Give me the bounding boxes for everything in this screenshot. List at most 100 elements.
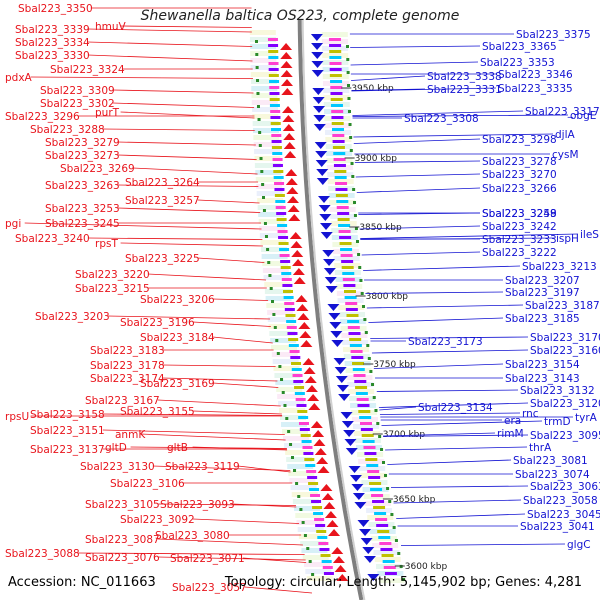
gc-marker bbox=[272, 313, 276, 316]
reverse-gene-arrow bbox=[316, 178, 329, 185]
label-connector bbox=[354, 160, 481, 163]
reverse-gene-category bbox=[373, 506, 386, 509]
gene-label-right: Sbal223_3132 bbox=[520, 385, 595, 397]
label-connector bbox=[132, 167, 258, 175]
reverse-gene-category bbox=[334, 170, 347, 173]
label-connector bbox=[383, 434, 529, 437]
label-connector bbox=[87, 54, 253, 62]
gc-marker bbox=[255, 66, 259, 69]
gc-marker bbox=[311, 573, 315, 576]
reverse-gene-category bbox=[342, 272, 355, 275]
gene-label-left: Sbal223_3183 bbox=[90, 345, 165, 357]
gene-label-right: Sbal223_3134 bbox=[418, 402, 493, 414]
gc-marker bbox=[367, 357, 371, 360]
gc-marker bbox=[359, 279, 363, 282]
band-mark bbox=[261, 254, 288, 259]
reverse-gene-arrow bbox=[367, 574, 380, 581]
forward-strand-genes bbox=[267, 38, 349, 581]
forward-gene-category bbox=[272, 152, 283, 155]
reverse-gene-category bbox=[381, 554, 394, 557]
gc-marker bbox=[347, 97, 351, 100]
reverse-gene-arrow bbox=[357, 520, 370, 527]
reverse-gene-category bbox=[348, 332, 361, 335]
band-mark bbox=[276, 387, 303, 392]
gc-marker bbox=[285, 417, 289, 420]
reverse-gene-category bbox=[368, 476, 381, 479]
gene-label-right: Sbal223_3058 bbox=[523, 495, 598, 507]
reverse-gene-category bbox=[331, 116, 344, 119]
forward-gene-category bbox=[269, 92, 280, 95]
label-connector bbox=[112, 102, 255, 108]
forward-gene-category bbox=[317, 536, 328, 539]
reverse-gene-category bbox=[375, 518, 388, 521]
band-mark bbox=[321, 39, 348, 44]
label-connector bbox=[379, 412, 521, 415]
forward-gene-category bbox=[280, 266, 291, 269]
label-connector bbox=[197, 257, 265, 263]
gene-label-left: Sbal223_3350 bbox=[18, 3, 93, 15]
reverse-gene-category bbox=[329, 44, 342, 47]
reverse-gene-category bbox=[347, 326, 360, 329]
band-mark bbox=[322, 46, 349, 51]
gc-marker bbox=[362, 305, 366, 308]
reverse-gene-category bbox=[355, 392, 368, 395]
reverse-gene-category bbox=[331, 110, 344, 113]
forward-gene-category bbox=[315, 524, 326, 527]
gene-label-right: Sbal223_3074 bbox=[515, 469, 590, 481]
tick-label: 3800 kbp bbox=[366, 292, 409, 302]
gc-marker bbox=[354, 227, 358, 230]
forward-gene-arrow bbox=[314, 448, 327, 455]
reverse-gene-category bbox=[346, 314, 359, 317]
band-mark bbox=[352, 417, 378, 422]
forward-gene-category bbox=[271, 146, 282, 149]
forward-gene-category bbox=[276, 218, 287, 221]
tick-label: 3950 kbp bbox=[351, 84, 394, 94]
gene-label-left: Sbal223_3206 bbox=[140, 294, 215, 306]
forward-gene-category bbox=[301, 440, 312, 443]
band-mark bbox=[251, 86, 278, 91]
band-mark bbox=[378, 578, 405, 583]
label-connector bbox=[140, 433, 286, 441]
label-connector bbox=[352, 110, 524, 116]
gene-label-left: Sbal223_3093 bbox=[160, 499, 235, 511]
forward-gene-arrow bbox=[283, 142, 296, 149]
label-connector bbox=[360, 233, 579, 239]
gene-label-left: Sbal223_3167 bbox=[85, 395, 160, 407]
gc-marker bbox=[353, 201, 357, 204]
reverse-gene-arrow bbox=[351, 484, 364, 491]
band-mark bbox=[257, 198, 284, 203]
forward-gene-category bbox=[307, 476, 318, 479]
forward-gene-arrow bbox=[331, 547, 344, 554]
band-mark bbox=[296, 520, 323, 525]
forward-gene-arrow bbox=[336, 574, 349, 581]
label-connector bbox=[381, 420, 543, 426]
forward-gene-category bbox=[283, 296, 294, 299]
gc-marker bbox=[262, 209, 266, 212]
label-connector bbox=[117, 184, 259, 187]
forward-gene-category bbox=[322, 566, 333, 569]
label-connector bbox=[360, 237, 555, 240]
reverse-gene-category bbox=[330, 104, 343, 107]
gene-label-left: Sbal223_3279 bbox=[45, 137, 120, 149]
label-connector bbox=[379, 406, 417, 411]
reverse-gene-arrow bbox=[329, 322, 342, 329]
forward-gene-arrow bbox=[288, 214, 301, 221]
forward-gene-category bbox=[271, 140, 282, 143]
gc-marker bbox=[349, 149, 353, 152]
gene-label-left: hmuV bbox=[95, 21, 127, 33]
label-connector bbox=[350, 61, 479, 66]
band-mark bbox=[338, 305, 365, 310]
gene-label-left: gltB bbox=[167, 442, 188, 454]
gc-marker bbox=[351, 175, 355, 178]
forward-gene-category bbox=[269, 86, 280, 89]
gene-label-right: Sbal223_3249 bbox=[482, 208, 557, 220]
reverse-gene-arrow bbox=[338, 394, 351, 401]
gene-label-left: Sbal223_3257 bbox=[125, 195, 200, 207]
band-mark bbox=[280, 422, 307, 427]
label-connector bbox=[87, 41, 253, 47]
forward-gene-category bbox=[299, 428, 310, 431]
band-mark bbox=[266, 303, 293, 308]
gene-label-right: Sbal223_3187 bbox=[525, 300, 600, 312]
gene-label-left: Sbal223_3203 bbox=[35, 311, 110, 323]
